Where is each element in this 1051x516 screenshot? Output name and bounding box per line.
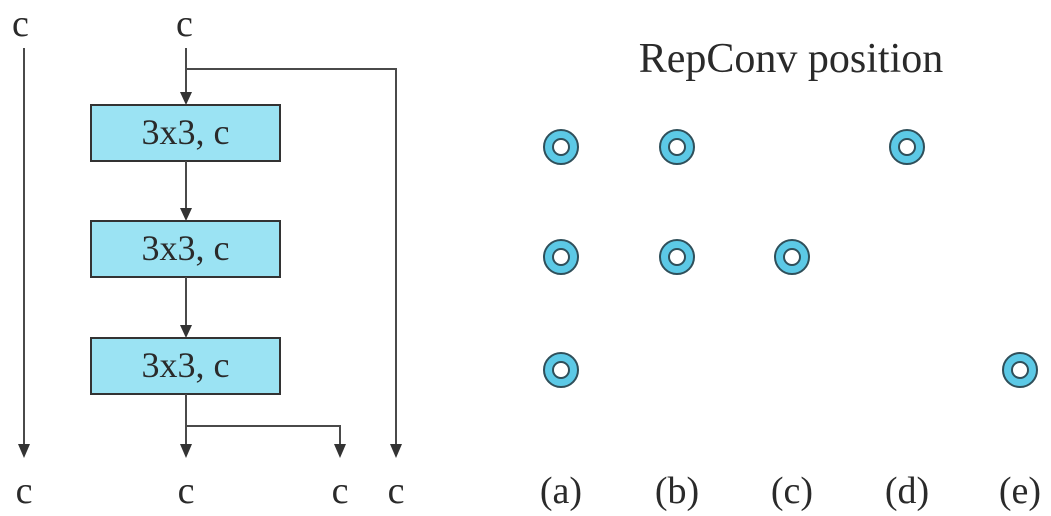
column-label: (b) (655, 470, 699, 512)
main-input-arrowhead (180, 92, 192, 105)
repconv-mark (659, 239, 695, 275)
top-label-main-input: c (176, 3, 193, 45)
bottom-label-main: c (178, 470, 195, 512)
bottom-label-left: c (16, 470, 33, 512)
left-bypass-arrowhead (18, 444, 30, 458)
right-branch-arrowhead (390, 444, 402, 458)
repconv-mark (543, 352, 579, 388)
repconv-mark (659, 129, 695, 165)
conv-block-1 (90, 104, 281, 162)
bottom-label-right: c (388, 470, 405, 512)
repconv-mark (1002, 352, 1038, 388)
conv-block-2-label: 3x3, c (142, 228, 230, 268)
output-split-arrowhead (334, 444, 346, 458)
bottom-label-split: c (332, 470, 349, 512)
top-label-left-input: c (12, 3, 29, 45)
column-label: (c) (771, 470, 813, 512)
block-diagram: c c 3x3, c 3x3, c 3x3, c c c c (12, 3, 404, 512)
repconv-mark (543, 129, 579, 165)
connector-2-3-arrowhead (180, 325, 192, 338)
connector-1-2-arrowhead (180, 208, 192, 221)
column-labels: (a) (b) (c) (d) (e) (540, 470, 1041, 512)
grid-title: RepConv position (639, 36, 944, 82)
repconv-mark (889, 129, 925, 165)
column-label: (a) (540, 470, 582, 512)
repconv-mark (543, 239, 579, 275)
output-split-line (186, 425, 341, 448)
repconv-position-grid: RepConv position (a) (b) (c) (d) (e) (540, 36, 1041, 512)
marks-layer (543, 129, 1038, 388)
conv-block-3 (90, 337, 281, 395)
conv-block-1-label: 3x3, c (142, 112, 230, 152)
column-label: (e) (999, 470, 1041, 512)
right-branch-line (186, 68, 397, 448)
column-label: (d) (885, 470, 929, 512)
conv-block-3-label: 3x3, c (142, 345, 230, 385)
main-output-arrowhead (180, 444, 192, 458)
repconv-mark (774, 239, 810, 275)
